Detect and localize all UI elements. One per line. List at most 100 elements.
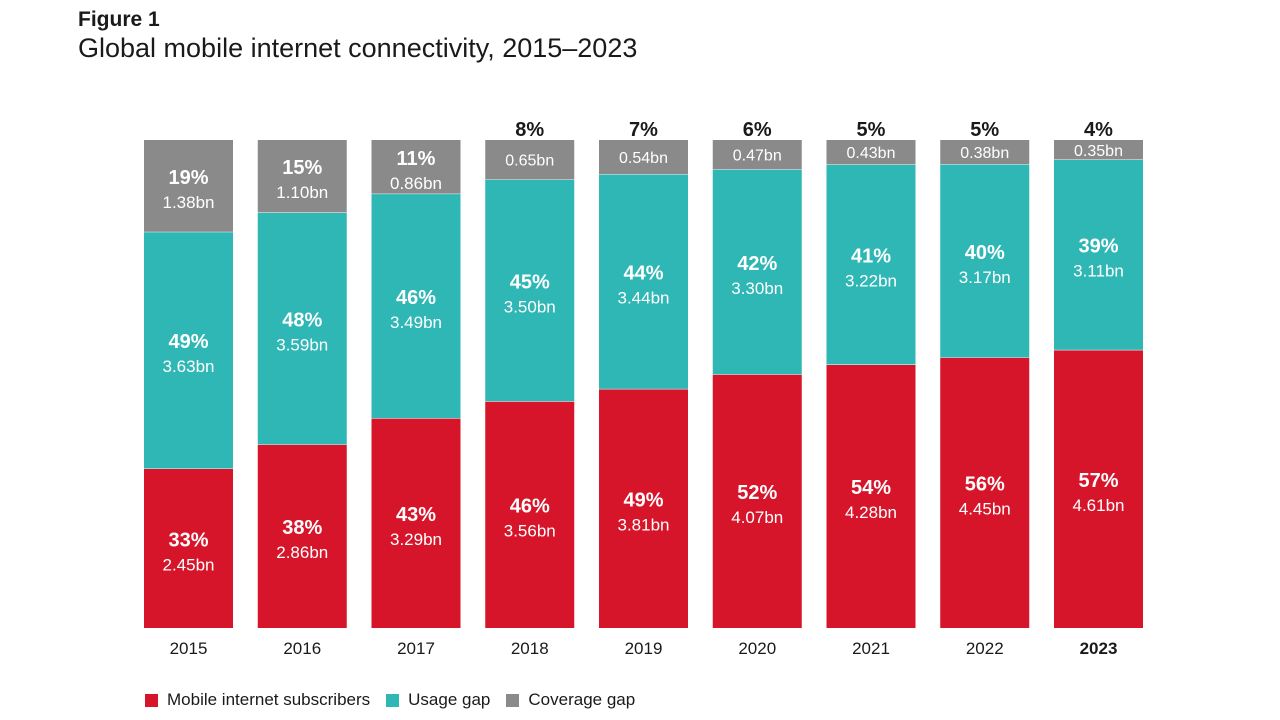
x-tick-label-2019: 2019 xyxy=(625,639,663,658)
x-tick-label-2020: 2020 xyxy=(738,639,776,658)
bar-usage-gap-2022 xyxy=(940,164,1030,358)
label-value-coverage-gap-2016: 1.10bn xyxy=(276,183,328,202)
x-tick-label-2015: 2015 xyxy=(170,639,208,658)
legend-item-subscribers: Mobile internet subscribers xyxy=(145,690,370,710)
bar-subscribers-2023 xyxy=(1054,349,1143,628)
label-pct-usage-gap-2018: 45% xyxy=(510,271,550,293)
bar-subscribers-2017 xyxy=(371,418,461,628)
chart-title: Global mobile internet connectivity, 201… xyxy=(78,33,638,63)
label-pct-subscribers-2023: 57% xyxy=(1078,470,1118,492)
label-pct-usage-gap-2020: 42% xyxy=(737,253,777,275)
bar-coverage-gap-2019 xyxy=(599,140,688,175)
label-value-usage-gap-2015: 3.63bn xyxy=(163,357,215,376)
label-pct-coverage-gap-2016: 15% xyxy=(282,157,322,179)
bar-coverage-gap-2016 xyxy=(257,140,347,213)
legend-label-subscribers: Mobile internet subscribers xyxy=(167,690,371,709)
label-value-usage-gap-2019: 3.44bn xyxy=(618,289,670,308)
figure-label: Figure 1 xyxy=(78,8,160,31)
legend-swatch-coverage-gap xyxy=(506,693,520,707)
label-pct-coverage-gap-2019: 7% xyxy=(629,119,658,141)
label-value-coverage-gap-2018: 0.65bn xyxy=(505,153,554,170)
label-pct-coverage-gap-2022: 5% xyxy=(970,119,999,141)
x-tick-label-2016: 2016 xyxy=(283,639,321,658)
bar-usage-gap-2023 xyxy=(1054,159,1143,350)
label-value-usage-gap-2018: 3.50bn xyxy=(504,297,556,316)
label-value-subscribers-2022: 4.45bn xyxy=(959,500,1011,519)
label-value-subscribers-2016: 2.86bn xyxy=(276,543,328,562)
x-tick-label-2023: 2023 xyxy=(1080,639,1118,658)
label-pct-subscribers-2019: 49% xyxy=(623,489,663,511)
label-value-subscribers-2020: 4.07bn xyxy=(731,508,783,527)
label-value-usage-gap-2017: 3.49bn xyxy=(390,313,442,332)
label-pct-usage-gap-2019: 44% xyxy=(623,263,663,285)
label-pct-subscribers-2016: 38% xyxy=(282,517,322,539)
bar-usage-gap-2020 xyxy=(712,169,802,375)
legend-label-coverage-gap: Coverage gap xyxy=(528,690,636,709)
label-pct-coverage-gap-2018: 8% xyxy=(515,119,544,141)
label-pct-subscribers-2020: 52% xyxy=(737,482,777,504)
bar-usage-gap-2018 xyxy=(485,179,575,402)
bar-subscribers-2021 xyxy=(826,364,916,628)
bar-subscribers-2015 xyxy=(144,468,233,628)
label-pct-usage-gap-2022: 40% xyxy=(965,242,1005,264)
x-tick-label-2017: 2017 xyxy=(397,639,435,658)
bar-subscribers-2018 xyxy=(485,401,575,628)
label-value-usage-gap-2022: 3.17bn xyxy=(959,268,1011,287)
legend-swatch-usage-gap xyxy=(386,693,400,707)
legend-label-usage-gap: Usage gap xyxy=(408,690,491,709)
x-tick-label-2021: 2021 xyxy=(852,639,890,658)
label-pct-usage-gap-2017: 46% xyxy=(396,287,436,309)
x-tick-label-2018: 2018 xyxy=(511,639,549,658)
label-pct-usage-gap-2021: 41% xyxy=(851,245,891,267)
x-tick-label-2022: 2022 xyxy=(966,639,1004,658)
label-value-subscribers-2019: 3.81bn xyxy=(618,515,670,534)
label-pct-coverage-gap-2017: 11% xyxy=(397,148,436,170)
bar-usage-gap-2017 xyxy=(371,193,461,419)
label-pct-subscribers-2022: 56% xyxy=(965,474,1005,496)
bar-usage-gap-2021 xyxy=(826,164,916,365)
legend-item-usage-gap: Usage gap xyxy=(386,690,490,710)
legend-item-coverage-gap: Coverage gap xyxy=(506,690,635,710)
bar-coverage-gap-2020 xyxy=(712,140,802,170)
label-value-usage-gap-2020: 3.30bn xyxy=(731,279,783,298)
bar-coverage-gap-2023 xyxy=(1054,140,1143,160)
label-pct-usage-gap-2015: 49% xyxy=(168,331,208,353)
label-value-coverage-gap-2017: 0.86bn xyxy=(390,174,442,193)
label-value-subscribers-2018: 3.56bn xyxy=(504,522,556,541)
bar-subscribers-2022 xyxy=(940,357,1030,628)
label-pct-usage-gap-2023: 39% xyxy=(1078,236,1118,258)
bar-subscribers-2016 xyxy=(257,444,347,628)
label-value-subscribers-2023: 4.61bn xyxy=(1073,496,1125,515)
label-value-usage-gap-2021: 3.22bn xyxy=(845,271,897,290)
label-value-coverage-gap-2022: 0.38bn xyxy=(960,145,1009,162)
bar-subscribers-2019 xyxy=(599,388,688,628)
label-pct-subscribers-2021: 54% xyxy=(851,477,891,499)
label-value-coverage-gap-2015: 1.38bn xyxy=(163,193,215,212)
label-value-subscribers-2021: 4.28bn xyxy=(845,503,897,522)
label-value-coverage-gap-2020: 0.47bn xyxy=(733,148,782,165)
bar-usage-gap-2015 xyxy=(144,231,233,469)
label-pct-usage-gap-2016: 48% xyxy=(282,309,322,331)
label-pct-subscribers-2015: 33% xyxy=(168,529,208,551)
label-value-subscribers-2015: 2.45bn xyxy=(163,555,215,574)
label-pct-subscribers-2017: 43% xyxy=(396,504,436,526)
label-pct-coverage-gap-2023: 4% xyxy=(1084,119,1113,141)
label-value-usage-gap-2023: 3.11bn xyxy=(1073,262,1124,281)
label-pct-coverage-gap-2021: 5% xyxy=(857,119,886,141)
label-value-usage-gap-2016: 3.59bn xyxy=(276,335,328,354)
label-pct-coverage-gap-2015: 19% xyxy=(168,167,208,189)
bar-coverage-gap-2022 xyxy=(940,140,1030,165)
label-value-coverage-gap-2021: 0.43bn xyxy=(847,145,896,162)
legend-swatch-subscribers xyxy=(145,693,158,707)
bar-usage-gap-2016 xyxy=(257,212,347,445)
bar-coverage-gap-2021 xyxy=(826,140,916,165)
label-value-coverage-gap-2023: 0.35bn xyxy=(1074,143,1123,160)
bar-coverage-gap-2015 xyxy=(144,140,233,232)
label-pct-coverage-gap-2020: 6% xyxy=(743,119,772,141)
legend: Mobile internet subscribers Usage gap Co… xyxy=(145,690,651,710)
bar-coverage-gap-2018 xyxy=(485,140,575,180)
label-value-coverage-gap-2019: 0.54bn xyxy=(619,150,668,167)
label-pct-subscribers-2018: 46% xyxy=(510,496,550,518)
